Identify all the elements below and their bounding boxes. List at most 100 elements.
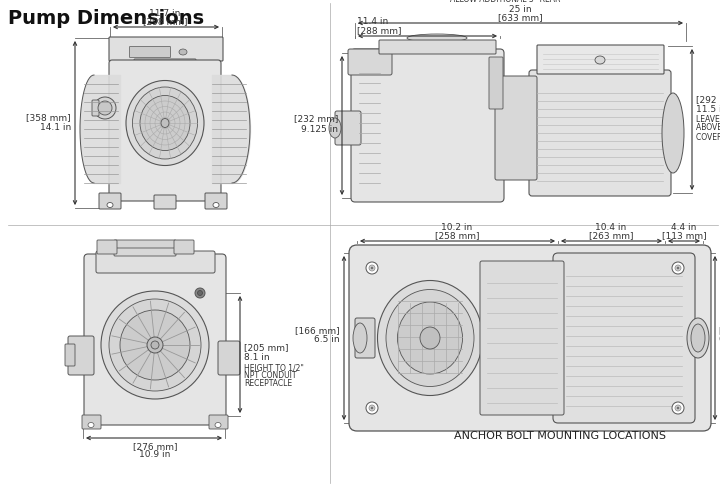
FancyBboxPatch shape bbox=[114, 240, 176, 248]
FancyBboxPatch shape bbox=[537, 45, 664, 74]
Ellipse shape bbox=[98, 101, 112, 115]
Ellipse shape bbox=[213, 203, 219, 208]
FancyBboxPatch shape bbox=[529, 70, 671, 196]
Ellipse shape bbox=[420, 327, 440, 349]
Text: [292 mm]: [292 mm] bbox=[696, 96, 720, 105]
Text: [232 mm]: [232 mm] bbox=[294, 114, 338, 124]
Text: 11.5 in: 11.5 in bbox=[696, 105, 720, 113]
Ellipse shape bbox=[126, 80, 204, 166]
Text: 11.4 in: 11.4 in bbox=[357, 17, 388, 27]
Ellipse shape bbox=[109, 299, 201, 391]
FancyBboxPatch shape bbox=[335, 111, 361, 145]
FancyBboxPatch shape bbox=[348, 49, 392, 75]
Ellipse shape bbox=[161, 118, 169, 128]
Text: RECEPTACLE: RECEPTACLE bbox=[244, 380, 292, 388]
FancyBboxPatch shape bbox=[205, 193, 227, 209]
Ellipse shape bbox=[675, 405, 681, 411]
FancyBboxPatch shape bbox=[495, 76, 537, 180]
FancyBboxPatch shape bbox=[65, 344, 75, 366]
FancyBboxPatch shape bbox=[99, 193, 121, 209]
FancyBboxPatch shape bbox=[174, 240, 194, 254]
Text: HEIGHT TO 1/2": HEIGHT TO 1/2" bbox=[244, 363, 304, 373]
Text: 4.4 in: 4.4 in bbox=[671, 222, 697, 232]
FancyBboxPatch shape bbox=[92, 100, 99, 116]
Ellipse shape bbox=[675, 265, 681, 271]
FancyBboxPatch shape bbox=[96, 251, 215, 273]
FancyBboxPatch shape bbox=[489, 57, 503, 109]
Text: [633 mm]: [633 mm] bbox=[498, 13, 542, 23]
Ellipse shape bbox=[407, 34, 467, 42]
FancyBboxPatch shape bbox=[109, 37, 223, 61]
Text: [298 mm]: [298 mm] bbox=[143, 17, 187, 27]
FancyBboxPatch shape bbox=[351, 49, 504, 202]
Ellipse shape bbox=[179, 49, 187, 55]
Ellipse shape bbox=[672, 262, 684, 274]
Text: [358 mm]: [358 mm] bbox=[27, 113, 71, 122]
Text: ANCHOR BOLT MOUNTING LOCATIONS: ANCHOR BOLT MOUNTING LOCATIONS bbox=[454, 431, 666, 441]
Ellipse shape bbox=[662, 93, 684, 173]
Text: 10.9 in: 10.9 in bbox=[139, 450, 171, 459]
Ellipse shape bbox=[132, 87, 197, 159]
Text: [168 mm]: [168 mm] bbox=[719, 326, 720, 336]
Ellipse shape bbox=[353, 323, 367, 353]
Ellipse shape bbox=[677, 407, 679, 409]
Text: 6.6 in: 6.6 in bbox=[719, 336, 720, 345]
Text: [276 mm]: [276 mm] bbox=[132, 442, 177, 451]
Text: COVER TO OPEN: COVER TO OPEN bbox=[696, 133, 720, 141]
Ellipse shape bbox=[386, 289, 474, 387]
FancyBboxPatch shape bbox=[553, 253, 695, 423]
Text: ALLOW ADDITIONAL 3" REAR: ALLOW ADDITIONAL 3" REAR bbox=[450, 0, 560, 4]
FancyBboxPatch shape bbox=[84, 254, 226, 425]
Text: [288 mm]: [288 mm] bbox=[357, 27, 402, 35]
Text: [258 mm]: [258 mm] bbox=[435, 232, 480, 241]
FancyBboxPatch shape bbox=[134, 59, 196, 76]
Text: 14.1 in: 14.1 in bbox=[40, 122, 71, 132]
FancyBboxPatch shape bbox=[114, 246, 176, 256]
Text: Pump Dimensions: Pump Dimensions bbox=[8, 9, 204, 28]
Ellipse shape bbox=[197, 290, 202, 295]
Ellipse shape bbox=[397, 302, 462, 374]
Ellipse shape bbox=[371, 267, 373, 269]
Text: 10.2 in: 10.2 in bbox=[441, 222, 472, 232]
Ellipse shape bbox=[151, 341, 159, 349]
Ellipse shape bbox=[140, 96, 190, 150]
FancyBboxPatch shape bbox=[349, 245, 711, 431]
Ellipse shape bbox=[687, 318, 709, 358]
FancyBboxPatch shape bbox=[209, 415, 228, 429]
FancyBboxPatch shape bbox=[480, 261, 564, 415]
FancyBboxPatch shape bbox=[82, 415, 101, 429]
Text: 8.1 in: 8.1 in bbox=[244, 352, 269, 361]
Ellipse shape bbox=[366, 262, 378, 274]
Text: LEAVE ADDITIONAL 4": LEAVE ADDITIONAL 4" bbox=[696, 114, 720, 124]
Ellipse shape bbox=[371, 407, 373, 409]
Text: ABOVE FOR KEYPAD: ABOVE FOR KEYPAD bbox=[696, 124, 720, 133]
Ellipse shape bbox=[677, 267, 679, 269]
Text: [113 mm]: [113 mm] bbox=[662, 232, 706, 241]
FancyBboxPatch shape bbox=[130, 46, 171, 58]
Text: 10.4 in: 10.4 in bbox=[595, 222, 626, 232]
FancyBboxPatch shape bbox=[68, 336, 94, 375]
Text: NPT CONDUIT: NPT CONDUIT bbox=[244, 372, 297, 381]
Ellipse shape bbox=[120, 310, 190, 380]
Ellipse shape bbox=[329, 118, 341, 138]
Ellipse shape bbox=[215, 423, 221, 427]
Ellipse shape bbox=[369, 265, 375, 271]
FancyBboxPatch shape bbox=[379, 40, 496, 54]
Ellipse shape bbox=[94, 97, 116, 119]
Ellipse shape bbox=[595, 56, 605, 64]
Text: [205 mm]: [205 mm] bbox=[244, 344, 289, 352]
Ellipse shape bbox=[88, 423, 94, 427]
Text: [263 mm]: [263 mm] bbox=[589, 232, 634, 241]
Ellipse shape bbox=[101, 291, 209, 399]
FancyBboxPatch shape bbox=[355, 318, 375, 358]
Ellipse shape bbox=[147, 337, 163, 353]
FancyBboxPatch shape bbox=[154, 195, 176, 209]
Ellipse shape bbox=[672, 402, 684, 414]
Ellipse shape bbox=[195, 288, 205, 298]
Ellipse shape bbox=[366, 402, 378, 414]
Text: 9.125 in: 9.125 in bbox=[301, 125, 338, 134]
Ellipse shape bbox=[377, 281, 482, 395]
Text: 11.7 in: 11.7 in bbox=[149, 9, 181, 19]
Text: 6.5 in: 6.5 in bbox=[315, 336, 340, 345]
Ellipse shape bbox=[691, 324, 705, 352]
